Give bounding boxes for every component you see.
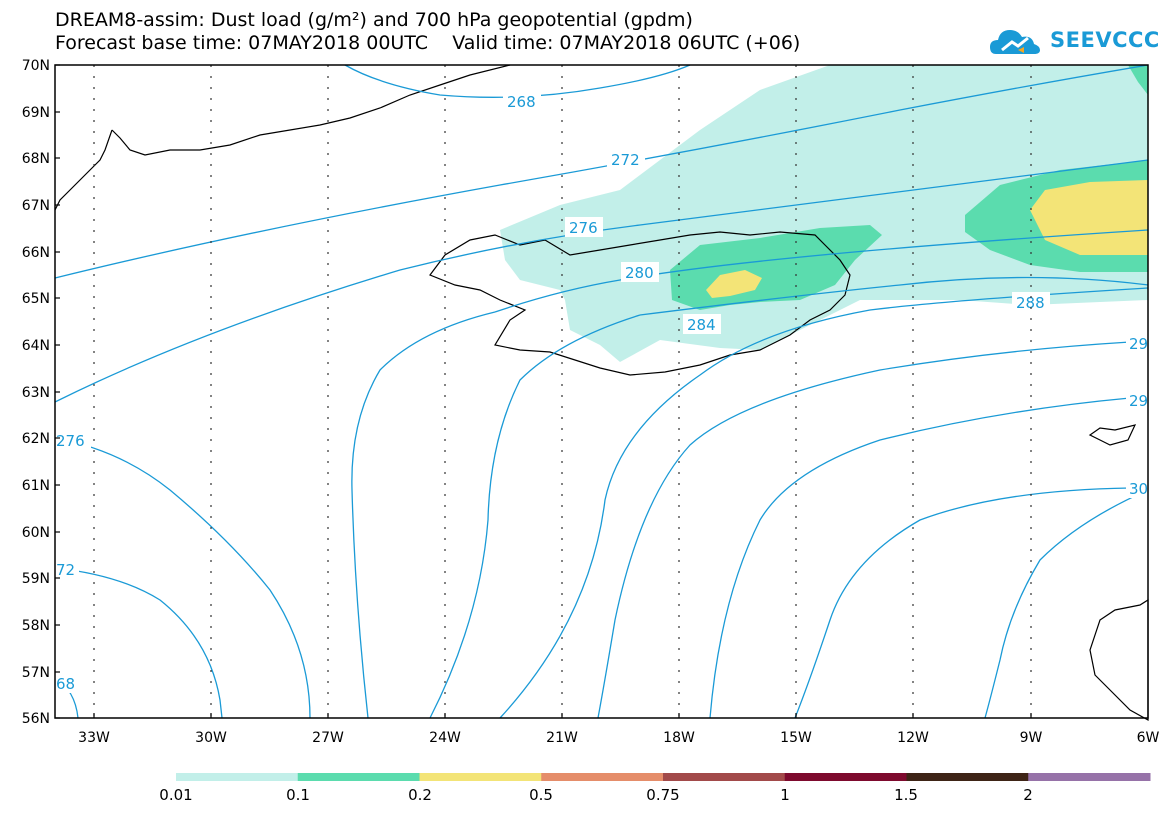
colorbar-segment [663,773,786,781]
lat-label: 60N [22,525,50,541]
colorbar-segment [176,773,299,781]
contour-300 [794,487,1131,719]
coastlines [54,64,1149,722]
contour-280-bend [351,311,496,719]
contour-label: 268 [507,93,536,111]
lon-label: 6W [1137,730,1160,746]
contour-296 [709,397,1131,719]
colorbar-segment [1028,773,1151,781]
colorbar-label: 0.1 [286,786,310,804]
lon-label: 33W [78,730,110,746]
contour-label: 30 [1129,480,1148,498]
colorbar [176,773,1151,781]
colorbar-segment [784,773,907,781]
contour-label: 288 [1016,294,1045,312]
contour-304 [984,489,1149,719]
contour-label: 272 [611,151,640,169]
colorbar-label: 2 [1023,786,1033,804]
colorbar-label: 0.5 [529,786,553,804]
lat-label: 58N [22,618,50,634]
lon-label: 24W [429,730,461,746]
lat-label: 61N [22,478,50,494]
colorbar-label: 0.2 [408,786,432,804]
contour-276-sw [54,437,311,719]
lat-label: 67N [22,198,50,214]
colorbar-segment [297,773,420,781]
contour-labels: 268 272 276 280 284 288 29 29 30 276 72 … [55,91,1150,693]
contour-label: 72 [56,561,75,579]
logo-text: SEEVCCC [1050,28,1160,52]
latitude-labels: 70N 69N 68N 67N 66N 65N 64N 63N 62N 61N … [22,58,50,727]
contour-284-bend [429,314,641,719]
cloud-logo-icon [990,30,1040,54]
lon-label: 27W [312,730,344,746]
contour-280-left [494,229,1149,313]
axis-ticks [55,64,1032,719]
lon-label: 21W [546,730,578,746]
lat-label: 62N [22,431,50,447]
contour-label: 276 [56,432,85,450]
lat-label: 59N [22,571,50,587]
contour-label: 29 [1129,335,1148,353]
lat-label: 68N [22,151,50,167]
dust-region-light-ne [1128,65,1148,95]
lat-label: 69N [22,105,50,121]
dust-region-moderate [706,270,762,298]
colorbar-label: 0.01 [159,786,193,804]
lon-label: 15W [780,730,812,746]
greenland-coast-west [54,129,113,211]
lon-label: 18W [663,730,695,746]
iceland-coast [429,231,851,376]
faroe-coast [1088,424,1137,446]
contour-276 [54,159,1149,403]
colorbar-segment [419,773,542,781]
scotland-coast [1089,598,1149,722]
lat-label: 57N [22,665,50,681]
lon-label: 12W [897,730,929,746]
greenland-coast [111,64,511,156]
contour-292 [597,341,1131,719]
contour-284 [639,276,1149,316]
lat-label: 70N [22,58,50,74]
chart-title-line1: DREAM8-assim: Dust load (g/m²) and 700 h… [55,9,693,31]
colorbar-label: 1 [780,786,790,804]
chart-title-line2: Forecast base time: 07MAY2018 00UTC Vali… [55,32,801,54]
dust-load-shading [500,65,1148,362]
contour-272-sw [54,567,223,719]
contour-288 [499,287,1149,719]
lon-label: 9W [1020,730,1043,746]
lat-label: 66N [22,245,50,261]
lat-label: 64N [22,338,50,354]
lat-label: 56N [22,711,50,727]
dust-region-lightest [500,65,1148,362]
lon-label: 30W [195,730,227,746]
lat-label: 63N [22,385,50,401]
colorbar-segment [541,773,664,781]
lat-label: 65N [22,291,50,307]
longitude-labels: 33W 30W 27W 24W 21W 18W 15W 12W 9W 6W [78,730,1159,746]
contour-label: 280 [625,264,654,282]
colorbar-label: 1.5 [894,786,918,804]
colorbar-segment [906,773,1029,781]
contour-label: 284 [687,316,716,334]
contour-label: 68 [56,675,75,693]
contour-label: 29 [1129,392,1148,410]
contour-label: 276 [569,219,598,237]
colorbar-label: 0.75 [646,786,680,804]
